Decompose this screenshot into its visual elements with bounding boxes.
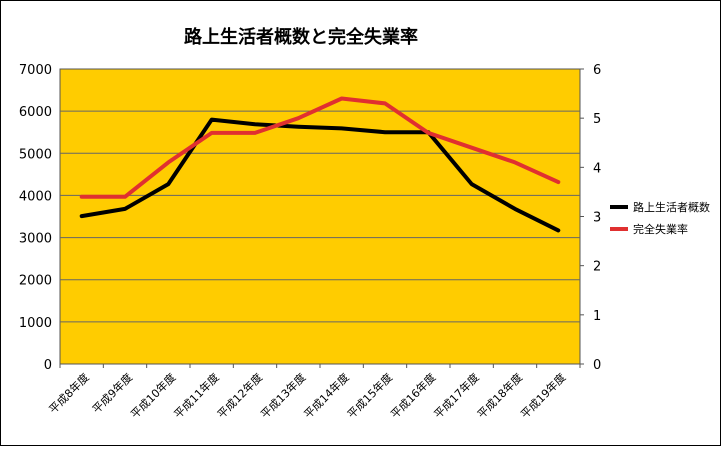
left-tick-label: 7000 (19, 63, 52, 78)
right-axis: 0 1 2 3 4 5 6 (580, 63, 601, 373)
right-tick-label: 6 (593, 63, 601, 78)
legend-label: 完全失業率 (633, 222, 688, 236)
x-tick-label: 平成8年度 (46, 370, 92, 416)
x-tick-label: 平成14年度 (301, 370, 352, 421)
plot-area (59, 68, 581, 365)
x-tick-label: 平成15年度 (344, 370, 395, 421)
right-tick-label: 3 (593, 211, 601, 226)
right-tick-label: 5 (593, 112, 601, 127)
x-tick-label: 平成13年度 (258, 370, 309, 421)
left-tick-label: 4000 (19, 189, 52, 204)
left-tick-label: 0 (44, 358, 52, 373)
x-tick-label: 平成10年度 (128, 370, 179, 421)
x-tick-label: 平成18年度 (474, 370, 525, 421)
left-axis: 0 1000 2000 3000 4000 5000 6000 7000 (19, 63, 52, 373)
x-axis: 平成8年度平成9年度平成10年度平成11年度平成12年度平成13年度平成14年度… (46, 364, 581, 421)
chart-title: 路上生活者概数と完全失業率 (184, 26, 418, 48)
x-tick-label: 平成12年度 (214, 370, 265, 421)
left-tick-label: 3000 (19, 232, 52, 247)
left-tick-label: 5000 (19, 147, 52, 162)
left-tick-label: 1000 (19, 316, 52, 331)
x-tick-label: 平成11年度 (171, 370, 222, 421)
series-line-1 (79, 117, 561, 233)
series-line-2 (79, 96, 561, 199)
left-tick-label: 6000 (19, 105, 52, 120)
x-tick-label: 平成9年度 (89, 370, 135, 416)
right-tick-label: 1 (593, 309, 601, 324)
x-tick-label: 平成17年度 (431, 370, 482, 421)
legend-label: 路上生活者概数 (633, 200, 710, 214)
x-tick-label: 平成16年度 (388, 370, 439, 421)
left-tick-label: 2000 (19, 274, 52, 289)
right-tick-label: 0 (593, 358, 601, 373)
x-tick-label: 平成19年度 (518, 370, 569, 421)
right-tick-label: 2 (593, 260, 601, 275)
series (79, 96, 561, 233)
right-tick-label: 4 (593, 161, 601, 176)
